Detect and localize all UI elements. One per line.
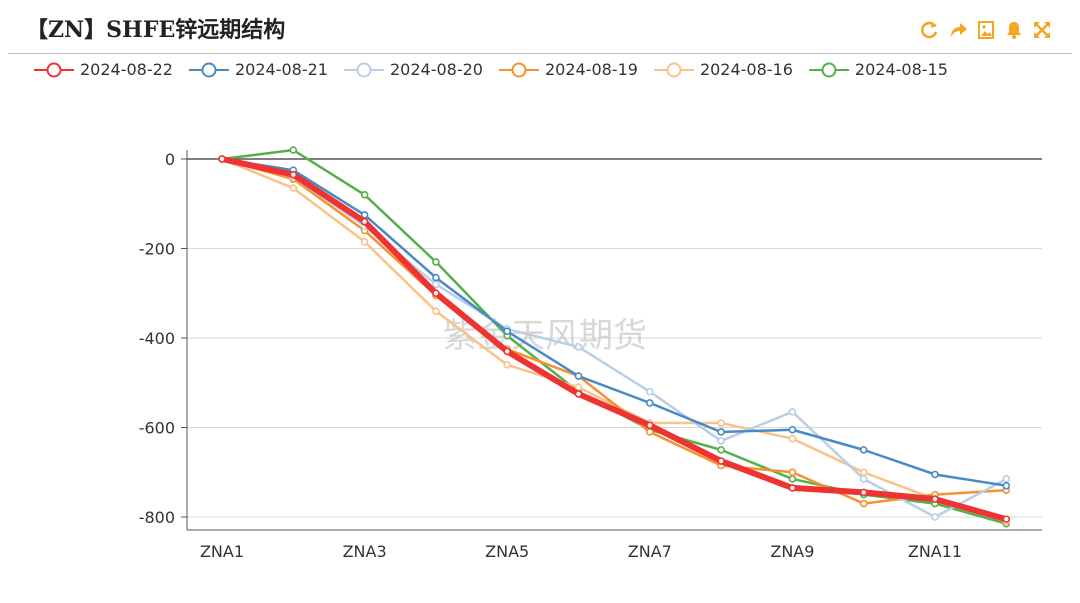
series-point: [859, 475, 868, 483]
refresh-icon[interactable]: [918, 18, 942, 42]
x-tick-label: ZNA9: [770, 542, 814, 561]
series-point: [931, 470, 939, 479]
legend-item[interactable]: 2024-08-19: [498, 60, 638, 79]
title-divider: [8, 53, 1072, 54]
series-point: [931, 495, 939, 503]
series-point: [289, 170, 298, 179]
series-point: [218, 155, 226, 163]
legend-label: 2024-08-16: [699, 60, 793, 79]
series-point: [574, 343, 583, 351]
legend-item[interactable]: 2024-08-15: [808, 60, 948, 79]
series-point: [1002, 515, 1011, 524]
series-point: [289, 146, 298, 154]
series-point: [503, 327, 512, 336]
series-point: [859, 488, 868, 497]
series-point: [859, 499, 868, 508]
series-point: [432, 280, 440, 289]
y-tick-label: -400: [139, 329, 175, 348]
series-line-2024-08-19: [220, 157, 1008, 505]
series-point: [788, 408, 797, 416]
y-tick-label: -600: [139, 419, 175, 438]
series-point: [788, 484, 797, 492]
series-point: [1002, 481, 1011, 490]
share-icon[interactable]: [946, 18, 970, 42]
chart-toolbar: [918, 18, 1054, 42]
series-point: [717, 446, 725, 454]
series-point: [859, 468, 868, 477]
chart-legend: 2024-08-22 2024-08-21 2024-08-20 2024-08-19…: [34, 60, 948, 79]
legend-item[interactable]: 2024-08-16: [653, 60, 793, 79]
legend-label: 2024-08-20: [389, 60, 483, 79]
y-tick-label: -200: [139, 240, 175, 259]
x-tick-label: ZNA3: [343, 542, 387, 561]
series-line-2024-08-20: [220, 157, 1008, 519]
legend-line-circle-icon: [498, 62, 539, 77]
series-point: [788, 475, 797, 483]
y-tick-label: -800: [139, 508, 175, 527]
legend-label: 2024-08-19: [544, 60, 638, 79]
series-point: [503, 347, 512, 356]
series-point: [788, 468, 797, 477]
legend-line-circle-icon: [808, 62, 849, 77]
legend-item[interactable]: 2024-08-22: [34, 60, 173, 79]
series-point: [645, 428, 654, 436]
series-point: [788, 434, 797, 443]
legend-label: 2024-08-15: [854, 60, 948, 79]
x-tick-label: ZNA11: [908, 542, 962, 561]
legend-item[interactable]: 2024-08-21: [188, 60, 328, 79]
series-point: [574, 390, 583, 398]
y-tick-label: 0: [165, 150, 175, 169]
series-point: [717, 419, 725, 427]
series-point: [931, 513, 939, 521]
legend-label: 2024-08-22: [80, 60, 173, 79]
save-image-icon[interactable]: [974, 18, 998, 42]
x-tick-label: ZNA7: [628, 542, 672, 561]
legend-label: 2024-08-21: [234, 60, 328, 79]
series-point: [645, 421, 654, 430]
chart-title: 【ZN】SHFE锌远期结构: [26, 17, 286, 43]
x-tick-label: ZNA5: [485, 542, 529, 561]
series-line-2024-08-22: [219, 156, 1010, 523]
legend-item[interactable]: 2024-08-20: [343, 60, 483, 79]
series-point: [717, 437, 725, 445]
series-point: [788, 425, 797, 434]
legend-line-circle-icon: [343, 62, 384, 77]
series-point: [432, 273, 440, 282]
series-point: [859, 446, 868, 454]
series-point: [717, 457, 725, 465]
bell-icon[interactable]: [1002, 18, 1026, 42]
series-point: [289, 184, 298, 192]
series-point: [717, 428, 725, 436]
series-point: [432, 258, 440, 266]
series-point: [432, 307, 440, 315]
series-point: [432, 289, 440, 298]
series-point: [645, 387, 654, 396]
series-point: [1002, 475, 1011, 483]
series-point: [503, 361, 512, 369]
watermark-text: 紫金天风期货: [443, 316, 647, 356]
series-point: [360, 217, 369, 226]
series-line-2024-08-21: [220, 157, 1008, 487]
legend-line-circle-icon: [653, 62, 694, 77]
x-tick-label: ZNA1: [200, 542, 244, 561]
fullscreen-icon[interactable]: [1030, 18, 1054, 42]
legend-line-circle-icon: [34, 62, 74, 77]
series-point: [574, 372, 583, 380]
series-point: [360, 191, 369, 199]
series-point: [360, 237, 369, 246]
legend-line-circle-icon: [188, 62, 229, 77]
series-point: [645, 399, 654, 407]
